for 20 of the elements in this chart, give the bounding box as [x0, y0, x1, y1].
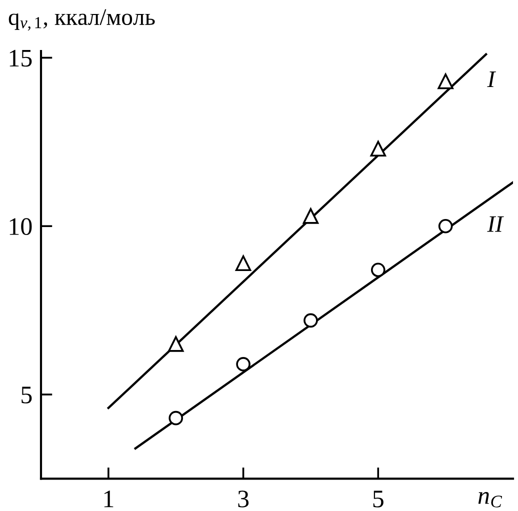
- point: [235, 255, 252, 272]
- point: [370, 140, 386, 157]
- y-axis-title: q$_{v,1}$, ккал/моль: [8, 9, 155, 31]
- point: [168, 410, 184, 426]
- point: [302, 208, 319, 224]
- x-tick-label: 5: [373, 490, 384, 508]
- y-tick-label: 10: [10, 218, 32, 236]
- x-tick-label: 3: [238, 490, 249, 508]
- point: [370, 262, 386, 278]
- x-tick-label: 1: [104, 490, 114, 508]
- y-tick-label: 15: [10, 50, 32, 67]
- series-label: II: [487, 216, 504, 232]
- point: [168, 336, 184, 352]
- x-axis-title: n$_{C}$: [478, 492, 502, 508]
- series-label: I: [487, 72, 496, 87]
- point: [438, 218, 453, 234]
- point: [438, 73, 454, 90]
- point: [304, 313, 318, 328]
- point: [236, 357, 250, 372]
- y-tick-label: 5: [22, 386, 32, 404]
